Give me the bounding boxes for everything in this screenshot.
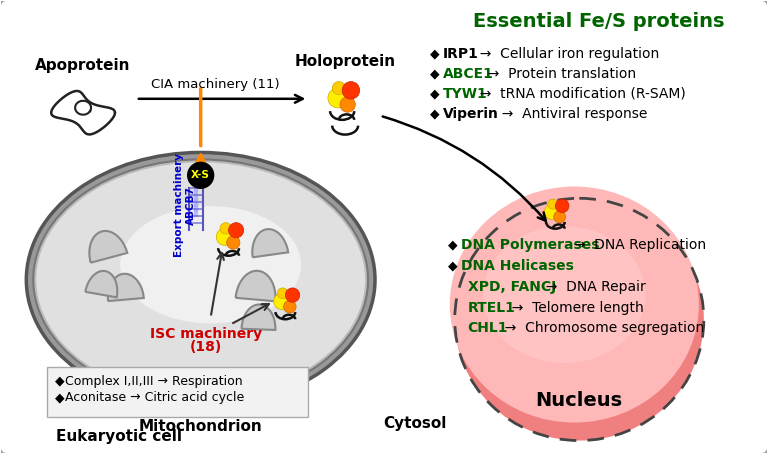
Text: RTEL1: RTEL1 xyxy=(468,301,515,315)
Text: Export machinery: Export machinery xyxy=(174,153,184,257)
Text: ◆: ◆ xyxy=(55,391,65,405)
Text: ◆: ◆ xyxy=(448,259,458,272)
Text: →  Antiviral response: → Antiviral response xyxy=(493,107,647,121)
Text: Viperin: Viperin xyxy=(443,107,498,121)
Text: Nucleus: Nucleus xyxy=(536,391,623,410)
Circle shape xyxy=(545,204,560,219)
Text: XPD, FANCJ: XPD, FANCJ xyxy=(468,280,556,294)
Text: ISC machinery: ISC machinery xyxy=(150,327,262,341)
Text: (18): (18) xyxy=(190,340,222,354)
Text: →  Cellular iron regulation: → Cellular iron regulation xyxy=(472,47,660,61)
PathPatch shape xyxy=(241,305,276,330)
Text: CHL1: CHL1 xyxy=(468,321,508,336)
Text: Aconitase → Citric acid cycle: Aconitase → Citric acid cycle xyxy=(65,391,244,405)
Ellipse shape xyxy=(482,220,669,397)
Text: ◆: ◆ xyxy=(430,68,439,80)
Circle shape xyxy=(555,199,569,212)
Circle shape xyxy=(273,293,290,309)
Text: Holoprotein: Holoprotein xyxy=(295,54,396,69)
Text: Cytosol: Cytosol xyxy=(383,416,446,431)
Circle shape xyxy=(548,199,558,209)
PathPatch shape xyxy=(85,271,118,297)
FancyBboxPatch shape xyxy=(47,367,308,417)
Ellipse shape xyxy=(33,159,368,400)
Ellipse shape xyxy=(455,198,703,440)
Text: ◆: ◆ xyxy=(430,107,439,120)
Text: DNA Helicases: DNA Helicases xyxy=(461,259,574,273)
Text: →  Chromosome segregation: → Chromosome segregation xyxy=(495,321,703,336)
Text: ABCE1: ABCE1 xyxy=(443,67,494,81)
Text: X-S: X-S xyxy=(191,170,210,180)
Text: CIA machinery (11): CIA machinery (11) xyxy=(151,78,280,91)
PathPatch shape xyxy=(253,229,288,257)
Text: IRP1: IRP1 xyxy=(443,47,478,61)
Ellipse shape xyxy=(450,187,699,423)
Text: Mitochondrion: Mitochondrion xyxy=(139,419,263,434)
Text: Eukaryotic cell: Eukaryotic cell xyxy=(56,429,182,444)
Text: ABCB7: ABCB7 xyxy=(186,186,196,225)
Text: →  Protein translation: → Protein translation xyxy=(478,67,636,81)
Circle shape xyxy=(286,288,300,302)
Circle shape xyxy=(343,82,359,99)
Text: →  tRNA modification (R-SAM): → tRNA modification (R-SAM) xyxy=(472,87,687,101)
Text: ◆: ◆ xyxy=(430,48,439,60)
Circle shape xyxy=(220,222,231,234)
Circle shape xyxy=(217,228,233,245)
Ellipse shape xyxy=(121,206,301,323)
Text: →  Telomere length: → Telomere length xyxy=(502,301,644,315)
Text: →  DNA Replication: → DNA Replication xyxy=(565,238,707,252)
Circle shape xyxy=(277,288,288,299)
Circle shape xyxy=(283,301,296,313)
PathPatch shape xyxy=(236,271,276,301)
Text: ◆: ◆ xyxy=(55,375,65,388)
Circle shape xyxy=(187,163,214,188)
Ellipse shape xyxy=(515,253,639,371)
Ellipse shape xyxy=(36,163,365,397)
Text: ◆: ◆ xyxy=(448,238,458,252)
Ellipse shape xyxy=(26,153,375,407)
Text: Apoprotein: Apoprotein xyxy=(35,59,131,74)
Text: DNA Polymerases: DNA Polymerases xyxy=(461,238,599,252)
Circle shape xyxy=(227,236,240,249)
Circle shape xyxy=(229,222,243,238)
PathPatch shape xyxy=(108,274,144,301)
Circle shape xyxy=(554,211,565,223)
Text: ◆: ◆ xyxy=(430,87,439,100)
Ellipse shape xyxy=(483,226,645,363)
Circle shape xyxy=(340,97,356,112)
Text: →  DNA Repair: → DNA Repair xyxy=(538,280,646,294)
Circle shape xyxy=(328,88,348,108)
Text: TYW1: TYW1 xyxy=(443,87,488,101)
Text: Essential Fe/S proteins: Essential Fe/S proteins xyxy=(473,12,725,31)
Text: Complex I,II,III → Respiration: Complex I,II,III → Respiration xyxy=(65,375,243,388)
PathPatch shape xyxy=(89,231,127,263)
Circle shape xyxy=(333,82,346,95)
